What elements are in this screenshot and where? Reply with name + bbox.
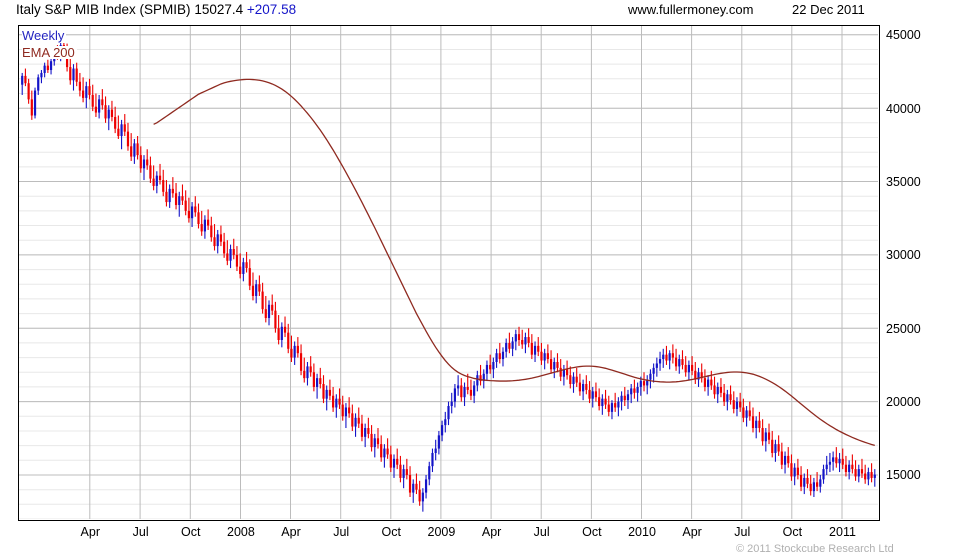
instrument-name: Italy S&P MIB Index (SPMIB): [16, 2, 191, 17]
y-axis-tick-label: 30000: [886, 248, 921, 263]
x-axis-tick-label: Jul: [734, 525, 751, 539]
price-chart-svg: [19, 26, 878, 519]
y-axis-labels: 15000 20000 25000 30000 35000 40000 45000: [886, 25, 960, 521]
x-axis-tick-label: 2008: [227, 525, 255, 539]
x-axis-tick-label: Apr: [682, 525, 702, 539]
ema-200-line: [153, 78, 875, 446]
x-axis-tick-label: 2011: [829, 525, 856, 539]
website-label: www.fullermoney.com: [628, 2, 754, 17]
x-axis-tick-label: Oct: [582, 525, 602, 539]
x-axis-tick-label: Apr: [481, 525, 502, 539]
x-axis-tick-label: 2010: [628, 525, 656, 539]
x-axis-tick-label: Apr: [281, 525, 301, 539]
x-axis-tick-label: 2009: [427, 525, 456, 539]
price-change: +207.58: [246, 2, 297, 17]
y-axis-tick-label: 40000: [886, 101, 921, 116]
chart-plot-area: [18, 25, 880, 521]
last-price: 15027.4: [194, 2, 244, 17]
y-axis-tick-label: 25000: [886, 321, 921, 336]
grid-minor-lines: [19, 34, 878, 519]
x-axis-tick-label: Apr: [80, 525, 101, 539]
x-axis-tick-label: Jul: [333, 525, 350, 539]
grid-vertical-lines: [89, 26, 843, 519]
candlestick-series: [21, 36, 876, 512]
copyright-notice: © 2011 Stockcube Research Ltd: [736, 543, 894, 555]
y-axis-tick-label: 15000: [886, 468, 921, 483]
x-axis-tick-label: Oct: [381, 525, 401, 539]
instrument-title-line: Italy S&P MIB Index (SPMIB) 15027.4 +207…: [16, 2, 296, 17]
y-axis-tick-label: 45000: [886, 28, 921, 43]
chart-header: Italy S&P MIB Index (SPMIB) 15027.4 +207…: [0, 0, 960, 24]
y-axis-tick-label: 20000: [886, 395, 921, 410]
x-axis-tick-label: Jul: [533, 525, 550, 539]
x-axis-labels: Apr Jul Oct 2008 Apr Jul Oct 2009 Apr Jul Oct 2010 A…: [0, 525, 960, 545]
x-axis-tick-label: Jul: [132, 525, 149, 539]
x-axis-tick-label: Oct: [782, 525, 803, 539]
y-axis-tick-label: 35000: [886, 175, 921, 190]
chart-date: 22 Dec 2011: [792, 2, 865, 17]
x-axis-tick-label: Oct: [181, 525, 201, 539]
